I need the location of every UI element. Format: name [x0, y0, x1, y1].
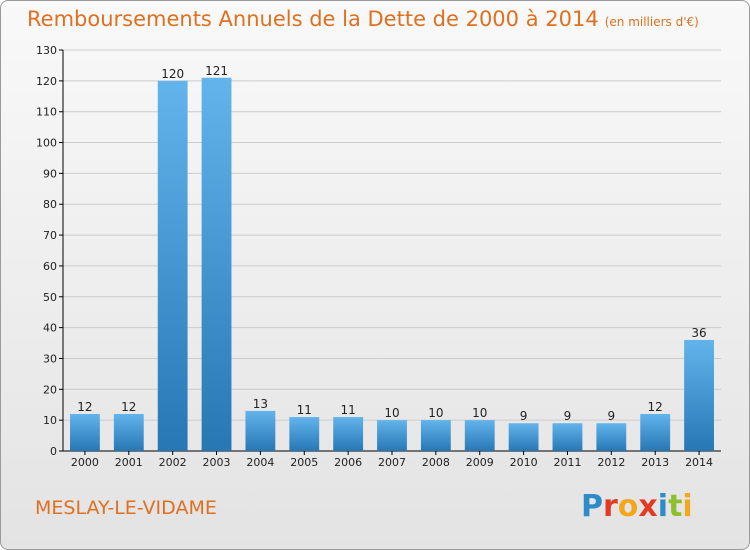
x-tick-label: 2003	[203, 456, 231, 469]
bar	[640, 413, 671, 451]
bar	[684, 339, 714, 451]
bar	[113, 413, 144, 451]
x-tick-label: 2001	[115, 456, 143, 469]
bar	[201, 77, 232, 451]
logo-letter: i	[657, 489, 669, 524]
axes: 0 10 20 30 40 50 60 70 80 90 100 110 120 130 2000 2001 2…	[36, 44, 721, 469]
x-tick-label: 2010	[510, 456, 538, 469]
y-tick-label: 70	[43, 229, 57, 242]
data-label: 12	[648, 400, 663, 414]
logo-letter: r	[603, 489, 618, 524]
labels: 12 12 120 121 13 11 11 10 10 10 9 9 9 12 36	[77, 64, 706, 423]
y-tick-label: 90	[43, 167, 57, 180]
chart-title: Remboursements Annuels de la Dette de 20…	[27, 7, 599, 31]
y-tick-label: 30	[43, 352, 57, 365]
x-tick-label: 2009	[466, 456, 494, 469]
bar	[377, 420, 407, 451]
bar	[552, 423, 583, 451]
y-tick-label: 120	[36, 75, 57, 88]
x-tick-label: 2007	[378, 456, 406, 469]
bar	[420, 420, 451, 451]
data-label: 9	[608, 409, 616, 423]
data-label: 10	[472, 406, 487, 420]
y-tick-label: 80	[43, 198, 57, 211]
data-label: 9	[520, 409, 528, 423]
bar	[70, 413, 100, 451]
y-tick-label: 20	[43, 383, 57, 396]
data-label: 13	[253, 397, 268, 411]
x-tick-label: 2006	[334, 456, 362, 469]
y-tick-label: 110	[36, 106, 57, 119]
bars	[70, 77, 714, 451]
proxiti-logo: Proxiti	[581, 489, 693, 524]
data-label: 10	[384, 406, 399, 420]
y-tick-label: 10	[43, 414, 57, 427]
data-label: 11	[340, 403, 355, 417]
bar	[333, 417, 364, 451]
chart-title-container: Remboursements Annuels de la Dette de 20…	[27, 7, 699, 31]
x-tick-label: 2008	[422, 456, 450, 469]
logo-letter: i	[682, 489, 693, 524]
bar	[508, 423, 539, 451]
data-label: 12	[121, 400, 136, 414]
x-tick-label: 2000	[71, 456, 99, 469]
bar	[464, 420, 495, 451]
data-label: 11	[297, 403, 312, 417]
x-tick-label: 2012	[597, 456, 625, 469]
bar	[596, 423, 627, 451]
y-tick-label: 130	[36, 44, 57, 57]
data-label: 9	[564, 409, 572, 423]
data-label: 36	[691, 326, 706, 340]
x-tick-label: 2014	[685, 456, 713, 469]
x-tick-label: 2011	[553, 456, 581, 469]
y-tick-label: 40	[43, 322, 57, 335]
logo-letter: t	[668, 489, 683, 524]
bar	[157, 80, 188, 451]
y-tick-label: 50	[43, 291, 57, 304]
bar	[245, 410, 276, 451]
logo-letter: x	[638, 489, 658, 524]
x-tick-label: 2013	[641, 456, 669, 469]
data-label: 120	[161, 67, 184, 81]
x-tick-label: 2004	[246, 456, 274, 469]
bar	[289, 417, 320, 451]
x-tick-label: 2002	[159, 456, 187, 469]
y-tick-label: 60	[43, 260, 57, 273]
chart-subtitle: (en milliers d'€)	[604, 15, 699, 29]
logo-letter: o	[617, 489, 639, 524]
commune-name: MESLAY-LE-VIDAME	[35, 497, 217, 519]
logo-letter: P	[581, 489, 603, 524]
data-label: 10	[428, 406, 443, 420]
data-label: 121	[205, 64, 228, 78]
y-tick-label: 100	[36, 137, 57, 150]
y-tick-label: 0	[50, 445, 57, 458]
data-label: 12	[77, 400, 92, 414]
x-tick-label: 2005	[290, 456, 318, 469]
